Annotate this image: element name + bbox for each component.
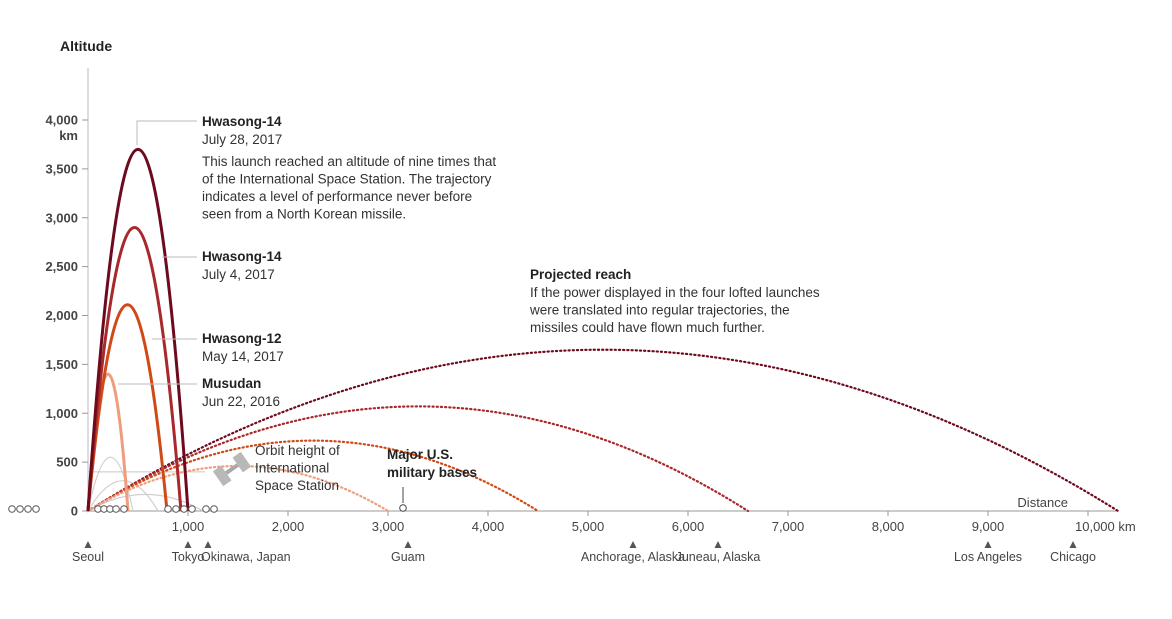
city-label: Tokyo [172,550,205,564]
city-marker-icon [714,541,722,548]
y-axis-title: Altitude [60,38,112,54]
city-label: Juneau, Alaska [676,550,761,564]
city-label: Okinawa, Japan [201,550,291,564]
annotation-title: Hwasong-14 [202,249,282,264]
axes: Altitude 0 500 1,000 1,500 2,000 2,500 3,000 3,5… [45,38,1135,564]
base-marker [399,504,407,512]
city-label: Guam [391,550,425,564]
x-tick-label: 5,000 [572,519,605,534]
city-marker-icon [1069,541,1077,548]
annotation-text: missiles could have flown much further. [530,320,765,335]
launch-marker [120,505,128,513]
y-tick-label: 0 [71,504,78,519]
city-label: Anchorage, Alaska [581,550,685,564]
solar-panel-right [232,451,252,473]
annotation-text: Orbit height of [255,443,340,458]
annotation-text: Space Station [255,478,339,493]
y-tick-label: 3,000 [45,210,78,225]
launch-marker [112,505,120,513]
y-tick-label: 4,000 [45,113,78,128]
annotation-text: seen from a North Korean missile. [202,207,406,222]
annotation-text: military bases [387,465,477,480]
launch-marker [32,505,40,513]
annotation-title: Hwasong-14 [202,114,282,129]
annotation-date: May 14, 2017 [202,349,284,364]
annotation-layer: Hwasong-14 July 28, 2017 This launch reach… [118,114,820,493]
projected-trajectory [86,439,540,513]
city-label: Seoul [72,550,104,564]
y-tick-label: 3,500 [45,161,78,176]
solar-panel-left [212,465,232,487]
annotation-date: July 4, 2017 [202,267,275,282]
y-unit-label: km [59,128,78,143]
annotation-text: were translated into regular trajectorie… [529,303,790,318]
launch-marker [188,505,196,513]
older-launch-trajectory [87,480,159,512]
launch-marker [210,505,218,513]
annotation-title: Musudan [202,376,261,391]
city-label: Chicago [1050,550,1096,564]
x-axis-title: Distance [1017,495,1068,510]
y-tick-label: 1,500 [45,357,78,372]
projected-trajectory [86,348,1120,513]
x-tick-label: 3,000 [372,519,405,534]
annotation-text: International [255,461,329,476]
series-layer [8,147,1120,513]
annotation-leader-line [136,120,197,145]
y-tick-label: 2,500 [45,259,78,274]
x-tick-label: 9,000 [972,519,1005,534]
annotation-date: July 28, 2017 [202,132,282,147]
annotation-text: This launch reached an altitude of nine … [202,154,496,169]
x-tick-label: 1,000 [172,519,205,534]
launch-marker [8,505,16,513]
lofted-trajectory [86,226,183,512]
launch-marker [180,505,188,513]
x-tick-label: 8,000 [872,519,905,534]
x-tick-label: 10,000 km [1075,519,1136,534]
lofted-trajectory [86,147,190,512]
x-tick-label: 2,000 [272,519,305,534]
launch-marker [172,505,180,513]
lofted-trajectory [86,303,169,512]
projected-trajectory [86,405,750,513]
launch-marker [202,505,210,513]
x-tick-label: 4,000 [472,519,505,534]
launch-marker [16,505,24,513]
station-module [225,463,239,475]
city-marker-icon [204,541,212,548]
city-marker-icon [184,541,192,548]
city-marker-icon [629,541,637,548]
annotation-text: indicates a level of performance never b… [202,189,472,204]
annotation-text: of the International Space Station. The … [202,172,492,187]
x-tick-label: 6,000 [672,519,705,534]
city-label: Los Angeles [954,550,1022,564]
y-tick-label: 2,000 [45,308,78,323]
city-marker-icon [984,541,992,548]
space-station-icon [212,451,252,487]
projected-trajectory [86,465,390,513]
y-tick-label: 1,000 [45,406,78,421]
annotation-date: Jun 22, 2016 [202,394,280,409]
annotation-title: Hwasong-12 [202,331,282,346]
annotation-text: If the power displayed in the four lofte… [530,285,820,300]
launch-marker [164,505,172,513]
annotation-title: Major U.S. [387,447,453,462]
city-marker-icon [404,541,412,548]
city-marker-icon [84,541,92,548]
x-tick-label: 7,000 [772,519,805,534]
launch-marker [24,505,32,513]
y-tick-label: 500 [56,455,78,470]
annotation-title: Projected reach [530,267,631,282]
